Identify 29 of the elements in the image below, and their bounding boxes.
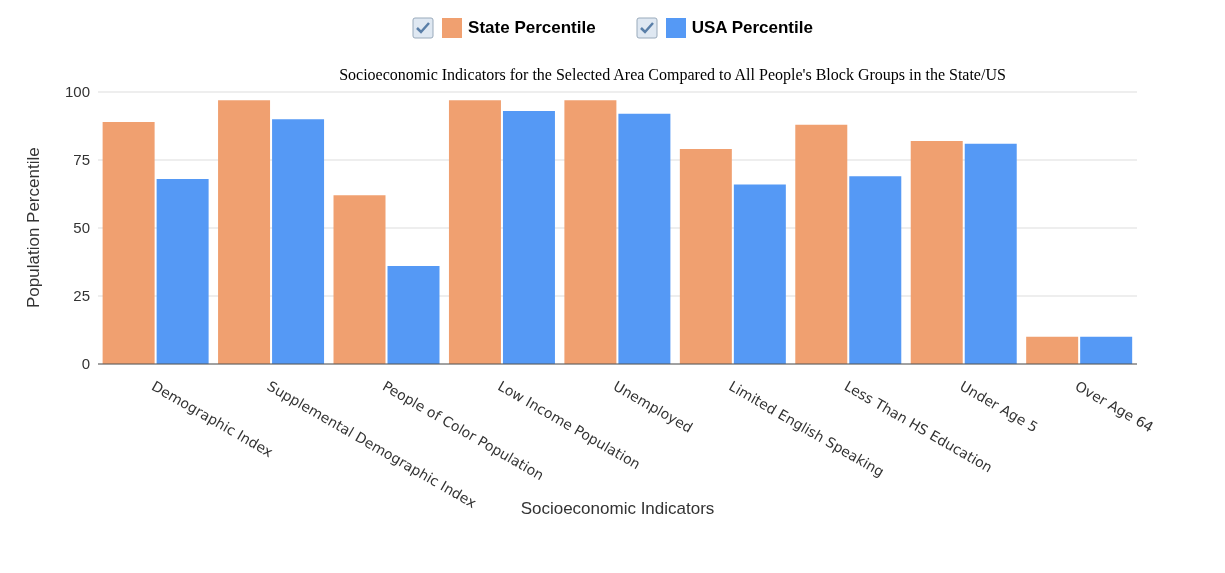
y-tick-label: 25 <box>73 287 90 305</box>
bar <box>272 119 325 364</box>
bar <box>387 266 440 364</box>
y-tick-label: 75 <box>73 151 90 169</box>
bar <box>1026 336 1079 364</box>
bar <box>333 195 386 364</box>
bar <box>618 113 671 364</box>
bar <box>218 100 271 364</box>
chart-title: Socioeconomic Indicators for the Selected Area Compared to All People's Block Groups in the State/US <box>338 66 1007 84</box>
x-tick-label: Over Age 64 <box>1072 377 1157 436</box>
bar <box>502 111 555 364</box>
bar <box>156 179 209 364</box>
legend-label: USA Percentile <box>691 18 813 38</box>
y-tick-label: 0 <box>81 355 90 373</box>
y-tick-label: 100 <box>64 83 90 101</box>
bar <box>102 121 155 364</box>
x-axis-title: Socioeconomic Indicators <box>520 499 715 518</box>
bar <box>910 140 963 364</box>
bar <box>964 143 1017 364</box>
bar <box>849 176 902 364</box>
y-axis-title: Population Percentile <box>24 147 44 308</box>
y-tick-label: 50 <box>73 219 90 237</box>
bar <box>448 100 501 364</box>
legend-label: State Percentile <box>468 18 596 38</box>
bar <box>564 100 617 364</box>
bar <box>1080 336 1133 364</box>
bar <box>795 124 848 364</box>
bar <box>733 184 786 364</box>
bar <box>679 149 732 364</box>
